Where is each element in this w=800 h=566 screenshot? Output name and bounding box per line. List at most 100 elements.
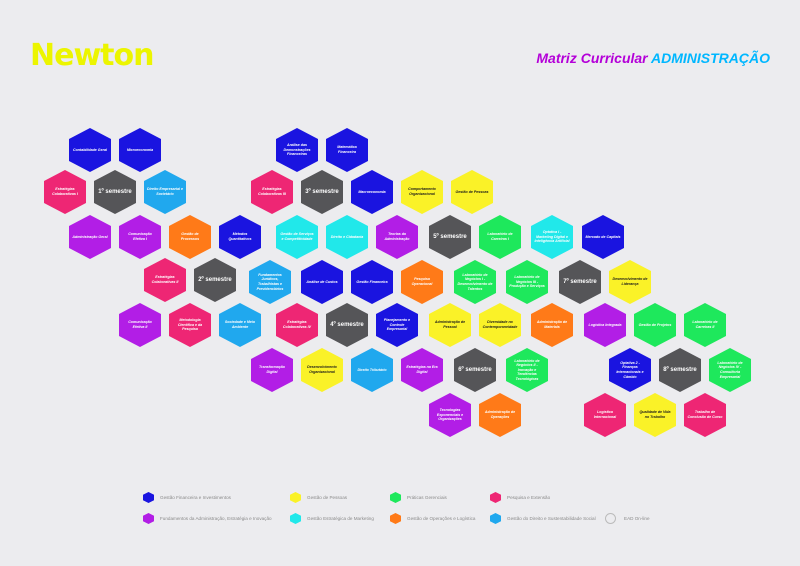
course-hex: Direito e Cidadania <box>326 215 368 259</box>
course-label: Comunicação Efetiva I <box>128 232 152 241</box>
course-hex: Microeconomia <box>119 128 161 172</box>
course-hex: Comportamento Organizacional <box>401 170 443 214</box>
course-label: Laboratório de Carreiras II <box>692 320 718 329</box>
course-hex: Métodos Quantitativos <box>219 215 261 259</box>
semester-label: 5º semestre <box>433 233 467 240</box>
course-hex: Gestão de Processos <box>169 215 211 259</box>
course-hex: Análise de Custos <box>301 260 343 304</box>
course-label: Laboratório de Negócios II - Inovação e … <box>514 358 540 381</box>
page-title: Matriz Curricular ADMINISTRAÇÃO <box>536 50 770 66</box>
legend-item: Gestão do Direito e Sustentabilidade Soc… <box>490 513 596 524</box>
legend-hex-icon <box>290 492 301 503</box>
legend-label: Práticas Gerenciais <box>407 495 447 500</box>
semester-hex: 2º semestre <box>194 258 236 302</box>
course-label: Planejamento e Controle Empresarial <box>383 318 411 332</box>
course-label: Estratégias na Era Digital <box>406 365 438 374</box>
course-hex: Laboratório de Negócios III - Produção e… <box>506 260 548 304</box>
legend-hex-icon <box>490 513 501 524</box>
course-hex: Comunicação Efetiva I <box>119 215 161 259</box>
course-hex: Desenvolvimento Organizacional <box>301 348 343 392</box>
semester-hex: 8º semestre <box>659 348 701 392</box>
course-label: Análise das Demonstrações Financeiras <box>283 143 311 157</box>
course-label: Estratégias Colaborativas IV <box>282 320 312 329</box>
course-label: Estratégias Colaborativas I <box>52 187 78 196</box>
semester-hex: 7º semestre <box>559 260 601 304</box>
course-label: Logística Integrada <box>588 322 622 327</box>
semester-hex: 6º semestre <box>454 348 496 392</box>
title-prefix: Matriz Curricular <box>536 50 648 66</box>
semester-label: 4º semestre <box>330 321 364 328</box>
course-hex: Tecnologias Exponenciais e Organizações <box>429 393 471 437</box>
course-hex: Sociedade e Meio Ambiente <box>219 303 261 347</box>
course-label: Estratégias Colaborativas III <box>258 187 286 196</box>
course-label: Direito e Cidadania <box>330 234 364 239</box>
course-hex: Laboratório de Negócios I - Desenvolvime… <box>454 260 496 304</box>
course-label: Optativa 2 - Finanças Internacionais e C… <box>616 360 644 379</box>
course-label: Administração de Pessoal <box>434 320 466 329</box>
course-hex: Desenvolvimento de Liderança <box>609 260 651 304</box>
course-label: Laboratório de Negócios I - Desenvolvime… <box>457 272 493 291</box>
course-label: Laboratório de Carreiras I <box>487 232 513 241</box>
course-label: Microeconomia <box>126 147 154 152</box>
course-label: Administração Geral <box>72 234 108 239</box>
course-label: Optativa I - Marketing Digital e Intelig… <box>534 230 570 244</box>
course-hex: Administração de Pessoal <box>429 303 471 347</box>
legend-label: Fundamentos da Administração, Estratégia… <box>160 516 272 521</box>
course-hex: Estratégias Colaborativas IV <box>276 303 318 347</box>
course-label: Gestão de Pessoas <box>455 189 489 194</box>
course-hex: Trabalho de Conclusão de Curso <box>684 393 726 437</box>
course-hex: Direito Empresarial e Societário <box>144 170 186 214</box>
course-label: Matemática Financeira <box>337 145 357 154</box>
legend-hex-icon <box>143 513 154 524</box>
course-label: Laboratório de Negócios III - Produção e… <box>509 275 545 289</box>
ead-label: EAD On-line <box>624 516 650 521</box>
newton-logo: Newton <box>30 38 154 73</box>
course-hex: Gestão de Projetos <box>634 303 676 347</box>
course-label: Qualidade de Vida no Trabalho <box>639 410 671 419</box>
course-hex: Laboratório de Negócios II - Inovação e … <box>506 348 548 392</box>
legend-item: Pesquisa e Extensão <box>490 492 550 503</box>
course-hex: Metodologia Científica e da Pesquisa <box>169 303 211 347</box>
course-hex: Gestão Financeira <box>351 260 393 304</box>
legend-item: Fundamentos da Administração, Estratégia… <box>143 513 272 524</box>
course-label: Direito Empresarial e Societário <box>147 187 183 196</box>
course-label: Administração de Materiais <box>536 320 568 329</box>
legend-item: Gestão de Operações e Logística <box>390 513 475 524</box>
course-label: Contabilidade Geral <box>73 147 107 152</box>
course-label: Pesquisa Operacional <box>411 277 433 286</box>
course-label: Laboratório de Negócios IV - Consultoria… <box>717 360 743 379</box>
course-label: Trabalho de Conclusão de Curso <box>687 410 723 419</box>
course-hex: Mercado de Capitais <box>582 215 624 259</box>
course-hex: Administração de Materiais <box>531 303 573 347</box>
course-hex: Macroeconomia <box>351 170 393 214</box>
legend-item: Gestão Financeira e Investimentos <box>143 492 231 503</box>
legend-item: Práticas Gerenciais <box>390 492 447 503</box>
course-hex: Administração Geral <box>69 215 111 259</box>
semester-hex: 3º semestre <box>301 170 343 214</box>
course-hex: Optativa I - Marketing Digital e Intelig… <box>531 215 573 259</box>
course-label: Gestão de Projetos <box>638 322 672 327</box>
course-label: Logística Internacional <box>593 410 617 419</box>
course-label: Estratégias Colaborativas II <box>151 275 179 284</box>
course-hex: Direito Tributário <box>351 348 393 392</box>
semester-label: 7º semestre <box>563 278 597 285</box>
course-hex: Qualidade de Vida no Trabalho <box>634 393 676 437</box>
course-hex: Logística Internacional <box>584 393 626 437</box>
course-hex: Pesquisa Operacional <box>401 260 443 304</box>
ead-online-icon <box>605 513 616 524</box>
course-hex: Optativa 2 - Finanças Internacionais e C… <box>609 348 651 392</box>
course-label: Transformação Digital <box>259 365 285 374</box>
course-hex: Análise das Demonstrações Financeiras <box>276 128 318 172</box>
legend-label: Gestão do Direito e Sustentabilidade Soc… <box>507 516 596 521</box>
course-hex: Diversidade no Contemporaneidade <box>479 303 521 347</box>
course-label: Metodologia Científica e da Pesquisa <box>177 318 203 332</box>
semester-label: 1º semestre <box>98 188 132 195</box>
legend-item: Gestão Estratégica de Marketing <box>290 513 374 524</box>
legend-hex-icon <box>290 513 301 524</box>
course-hex: Administração de Operações <box>479 393 521 437</box>
semester-label: 2º semestre <box>198 276 232 283</box>
course-hex: Estratégias na Era Digital <box>401 348 443 392</box>
course-hex: Gestão de Pessoas <box>451 170 493 214</box>
legend-hex-icon <box>390 513 401 524</box>
semester-label: 8º semestre <box>663 366 697 373</box>
